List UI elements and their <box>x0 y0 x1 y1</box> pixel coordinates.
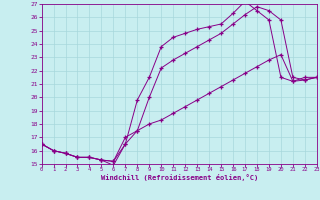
X-axis label: Windchill (Refroidissement éolien,°C): Windchill (Refroidissement éolien,°C) <box>100 174 258 181</box>
